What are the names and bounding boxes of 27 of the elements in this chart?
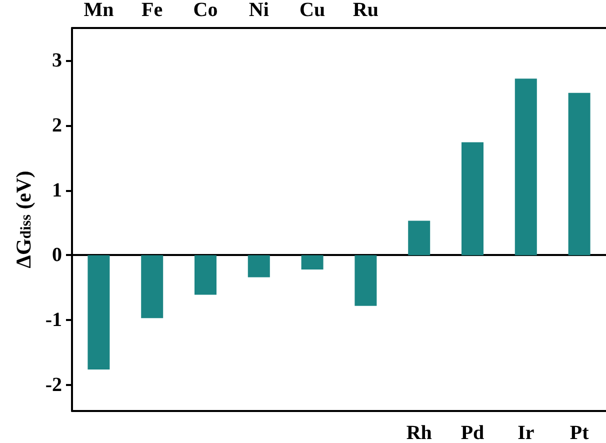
x-tick-label: Co (193, 0, 218, 21)
y-tick-label: 1 (52, 179, 62, 202)
x-tick-label: Ni (248, 0, 270, 21)
y-tick-label: 2 (52, 114, 62, 136)
x-tick-label: Pt (570, 422, 590, 443)
y-tick-label: -2 (45, 374, 62, 396)
bar (88, 255, 110, 370)
y-tick-label: 0 (52, 244, 62, 266)
bar (141, 255, 164, 318)
x-tick-label: Rh (406, 422, 432, 443)
y-tick-label: 3 (52, 49, 62, 72)
bar (408, 220, 430, 256)
bar (568, 92, 590, 256)
bar (248, 255, 270, 278)
bar (514, 78, 537, 256)
y-axis-title: ΔGdiss (eV) (12, 170, 36, 268)
y-tick-label: -1 (45, 309, 62, 332)
x-tick-label: Cu (300, 0, 326, 21)
bar (462, 142, 484, 256)
x-tick-label: Ru (352, 0, 378, 21)
bar (194, 255, 216, 295)
x-tick-label: Pd (460, 422, 484, 443)
x-tick-label: Fe (142, 0, 163, 21)
bar (301, 255, 324, 270)
bar (354, 255, 377, 306)
x-tick-label: Ir (518, 422, 534, 443)
x-tick-label: Mn (84, 0, 114, 21)
